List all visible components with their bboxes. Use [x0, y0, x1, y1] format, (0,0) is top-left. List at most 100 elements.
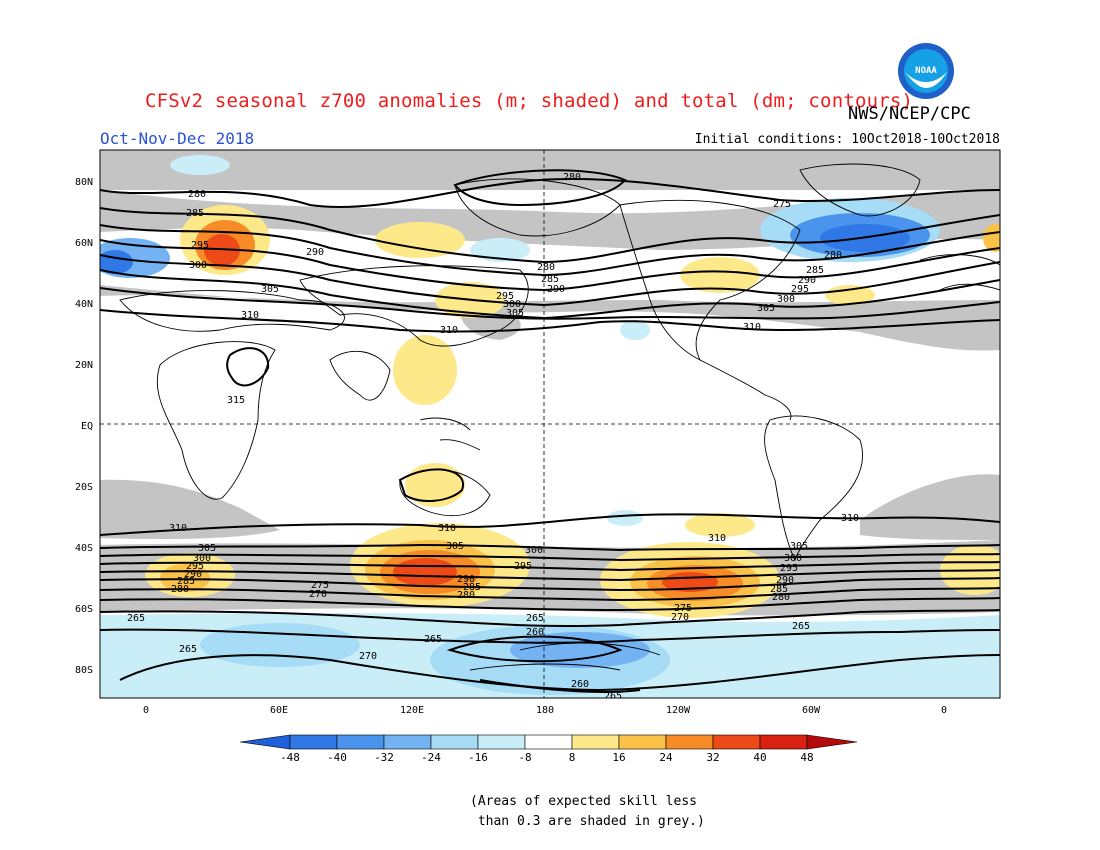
- svg-text:275: 275: [773, 199, 791, 210]
- colorbar-tick-label: -32: [374, 751, 394, 764]
- negative-anomalies: [100, 155, 1000, 698]
- svg-text:290: 290: [776, 575, 794, 586]
- svg-text:290: 290: [798, 275, 816, 286]
- svg-text:305: 305: [757, 303, 775, 314]
- svg-text:290: 290: [457, 574, 475, 585]
- colorbar-tick-label: 48: [800, 751, 813, 764]
- svg-text:40S: 40S: [75, 543, 93, 554]
- noaa-logo-text: NOAA: [915, 66, 937, 76]
- svg-text:310: 310: [841, 513, 859, 524]
- svg-text:20N: 20N: [75, 360, 93, 371]
- svg-text:305: 305: [790, 541, 808, 552]
- svg-text:265: 265: [604, 691, 622, 702]
- colorbar-tick-label: -24: [421, 751, 441, 764]
- svg-text:285: 285: [541, 274, 559, 285]
- colorbar-tick-label: -40: [327, 751, 347, 764]
- latitude-axis: 80N 60N 40N 20N EQ 20S 40S 60S 80S: [75, 177, 93, 676]
- svg-text:295: 295: [780, 563, 798, 574]
- grid-lines: [100, 150, 1000, 698]
- positive-anomalies: [145, 205, 1000, 618]
- svg-text:300: 300: [503, 299, 521, 310]
- agency-label: NWS/NCEP/CPC: [848, 104, 971, 124]
- colorbar-swatch: [618, 734, 667, 750]
- svg-text:80N: 80N: [75, 177, 93, 188]
- colorbar-swatch: [571, 734, 620, 750]
- svg-text:280: 280: [171, 584, 189, 595]
- svg-text:305: 305: [261, 284, 279, 295]
- svg-text:285: 285: [186, 208, 204, 219]
- initial-conditions-label: Initial conditions: 10Oct2018-10Oct2018: [694, 132, 1000, 147]
- svg-text:270: 270: [671, 612, 689, 623]
- svg-text:280: 280: [457, 590, 475, 601]
- colorbar-tick-label: 32: [706, 751, 719, 764]
- svg-text:300: 300: [525, 545, 543, 556]
- svg-text:180: 180: [536, 705, 554, 716]
- svg-text:40N: 40N: [75, 299, 93, 310]
- svg-text:290: 290: [184, 569, 202, 580]
- svg-text:265: 265: [424, 634, 442, 645]
- colorbar-swatch: [712, 734, 761, 750]
- svg-text:275: 275: [674, 603, 692, 614]
- svg-text:285: 285: [770, 584, 788, 595]
- svg-text:310: 310: [708, 533, 726, 544]
- svg-text:120E: 120E: [400, 705, 424, 716]
- svg-text:295: 295: [186, 561, 204, 572]
- map-plot-area: 280 285 295 300 290 305 310 315 280 280 …: [100, 150, 1000, 702]
- season-label: Oct-Nov-Dec 2018: [100, 129, 255, 148]
- colorbar-swatch: [383, 734, 432, 750]
- svg-text:305: 305: [446, 541, 464, 552]
- svg-text:0: 0: [941, 705, 947, 716]
- colorbar-tick-label: 16: [612, 751, 625, 764]
- svg-text:280: 280: [563, 172, 581, 183]
- colorbar-swatch: [665, 734, 714, 750]
- low-skill-shading: [100, 150, 1000, 616]
- svg-text:300: 300: [784, 553, 802, 564]
- svg-text:120W: 120W: [666, 705, 691, 716]
- colorbar-tick-label: 8: [569, 751, 576, 764]
- svg-text:60W: 60W: [802, 705, 821, 716]
- svg-text:280: 280: [537, 262, 555, 273]
- svg-text:EQ: EQ: [81, 421, 93, 432]
- longitude-axis: 0 60E 120E 180 120W 60W 0: [143, 705, 947, 716]
- svg-text:310: 310: [241, 310, 259, 321]
- svg-text:260: 260: [571, 679, 589, 690]
- svg-text:305: 305: [506, 308, 524, 319]
- svg-text:280: 280: [824, 250, 842, 261]
- svg-text:280: 280: [188, 189, 206, 200]
- svg-text:265: 265: [792, 621, 810, 632]
- svg-text:265: 265: [526, 613, 544, 624]
- svg-text:310: 310: [438, 523, 456, 534]
- chart-title: CFSv2 seasonal z700 anomalies (m; shaded…: [145, 90, 914, 112]
- svg-text:310: 310: [169, 523, 187, 534]
- svg-text:300: 300: [193, 553, 211, 564]
- height-contours: [100, 169, 1000, 693]
- svg-text:60S: 60S: [75, 604, 93, 615]
- svg-text:295: 295: [514, 561, 532, 572]
- skill-note: (Areas of expected skill less than 0.3 a…: [470, 794, 705, 829]
- svg-text:305: 305: [198, 543, 216, 554]
- svg-text:60E: 60E: [270, 705, 288, 716]
- svg-text:20S: 20S: [75, 482, 93, 493]
- color-bar: -48 -40 -32 -24 -16 -8 8 16 24 32 40 48: [239, 734, 858, 764]
- svg-text:310: 310: [440, 325, 458, 336]
- colorbar-left-arrow: [239, 734, 291, 750]
- map-frame: [99, 149, 1001, 699]
- svg-text:295: 295: [496, 291, 514, 302]
- colorbar-tick-label: 24: [659, 751, 673, 764]
- colorbar-tick-label: -16: [468, 751, 488, 764]
- svg-text:300: 300: [189, 260, 207, 271]
- colorbar-swatch: [289, 734, 338, 750]
- svg-text:285: 285: [463, 582, 481, 593]
- svg-text:285: 285: [806, 265, 824, 276]
- colorbar-swatch: [759, 734, 808, 750]
- svg-text:300: 300: [777, 294, 795, 305]
- svg-text:270: 270: [359, 651, 377, 662]
- colorbar-tick-label: -48: [280, 751, 300, 764]
- colorbar-swatch: [477, 734, 526, 750]
- svg-text:260: 260: [526, 627, 544, 638]
- colorbar-tick-label: -8: [518, 751, 531, 764]
- svg-text:265: 265: [179, 644, 197, 655]
- colorbar-right-arrow: [806, 734, 858, 750]
- svg-text:290: 290: [306, 247, 324, 258]
